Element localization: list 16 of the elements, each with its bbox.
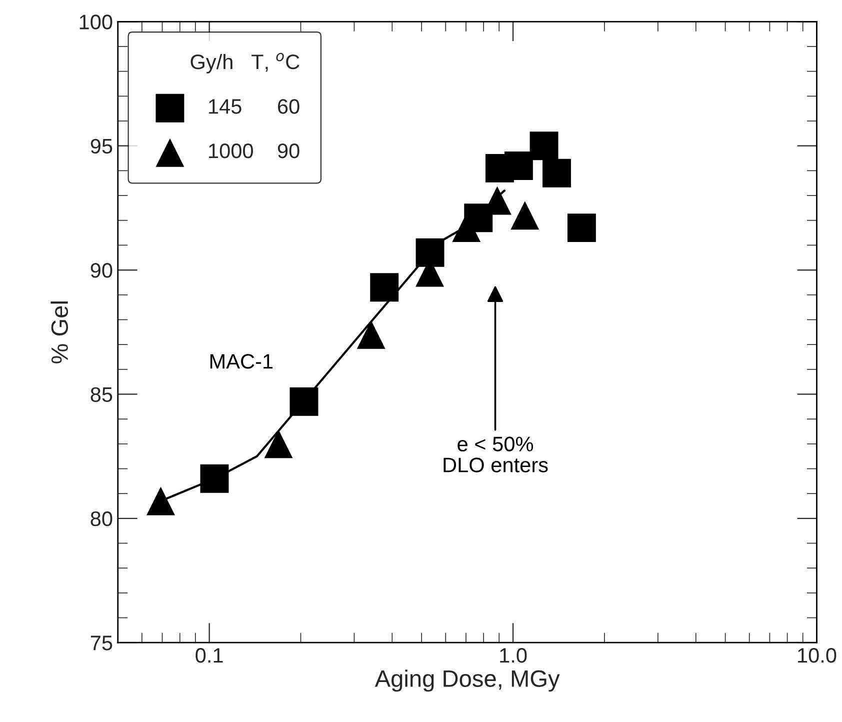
x-axis-title: Aging Dose, MGy (374, 670, 560, 692)
y-tick-label: 90 (90, 263, 112, 278)
y-tick-label: 80 (90, 511, 112, 526)
x-tick-label: 0.1 (196, 648, 223, 663)
x-tick-label: 1.0 (500, 648, 527, 663)
y-tick-label: 100 (80, 14, 112, 30)
annotation: MAC-1 (210, 354, 273, 369)
y-tick-label: 75 (90, 636, 112, 650)
y-tick-label: 95 (90, 138, 112, 154)
y-axis-title: % Gel (50, 302, 68, 364)
legend-title: Gy/h T, $^{o}$C (190, 52, 300, 74)
y-tick-label: 85 (90, 387, 112, 402)
x-tick-label: 10.0 (798, 648, 836, 663)
legend-label: 1000 90 (209, 144, 300, 158)
annotation: e < 50% DLO enters (444, 436, 548, 472)
legend-label: 145 60 (209, 99, 300, 114)
